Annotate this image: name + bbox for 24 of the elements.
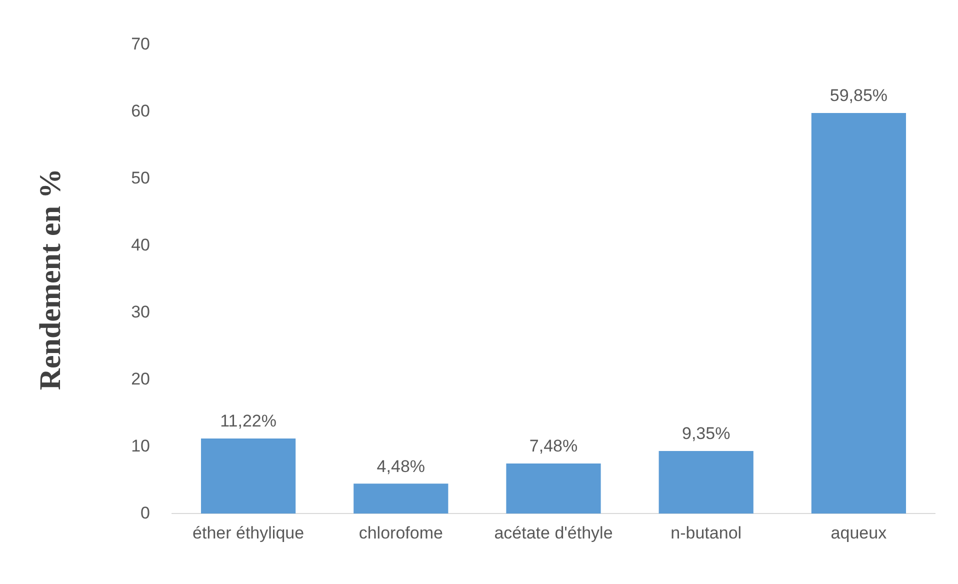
y-tick-label: 0	[140, 503, 150, 522]
bar	[354, 484, 448, 514]
y-tick-label: 30	[131, 302, 150, 322]
x-tick-label: n-butanol	[670, 523, 742, 542]
x-tick-label: éther éthylique	[192, 523, 304, 542]
bar	[200, 438, 296, 514]
x-tick-label: acétate d'éthyle	[494, 523, 613, 542]
y-tick-label: 60	[131, 102, 150, 121]
y-tick-label: 50	[131, 168, 150, 188]
x-tick-label: aqueux	[830, 523, 888, 542]
y-tick-label: 10	[131, 436, 150, 456]
y-tick-label: 70	[131, 34, 150, 54]
data-label: 9,35%	[682, 424, 730, 444]
data-label: 11,22%	[220, 412, 277, 431]
data-label: 7,48%	[529, 436, 578, 456]
data-label: 59,85%	[830, 86, 888, 106]
y-tick-label: 40	[131, 236, 150, 255]
bar	[506, 464, 601, 514]
bar	[811, 112, 906, 514]
bar	[658, 451, 754, 514]
y-axis-title: Rendement en %	[34, 168, 67, 390]
data-label: 4,48%	[376, 456, 425, 476]
y-tick-label: 20	[131, 369, 150, 388]
x-tick-label: chlorofome	[358, 523, 443, 542]
